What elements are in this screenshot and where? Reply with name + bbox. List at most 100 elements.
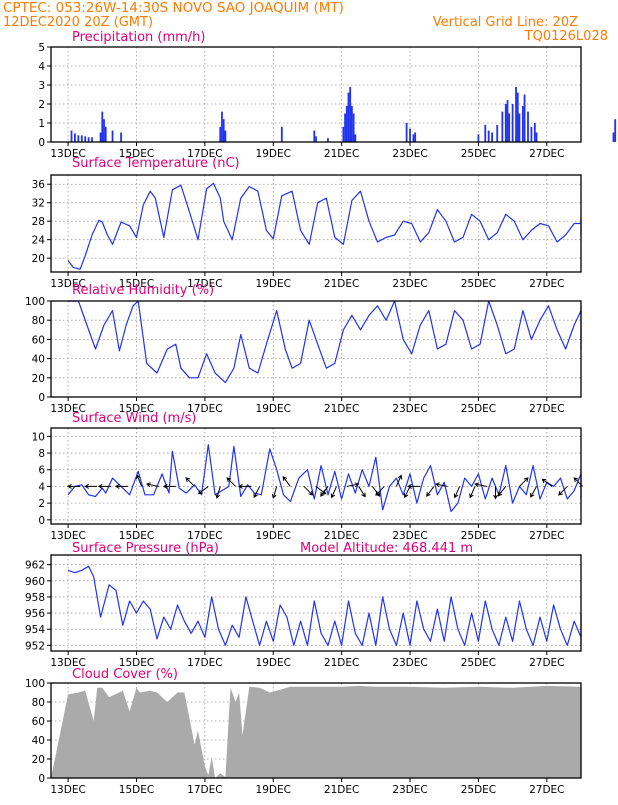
precip-bar <box>508 113 511 142</box>
precip-bar <box>477 134 480 142</box>
precip-bar <box>313 130 316 142</box>
precip-bar <box>409 128 411 142</box>
x-tick-label: 25DEC <box>461 530 496 542</box>
panel-title: Surface Temperature (nC) <box>72 156 240 171</box>
y-tick-label: 40 <box>32 354 45 366</box>
panel-6: Cloud Cover (%) 0 20 40 60 80 100 13DEC 15DEC 17D… <box>25 667 582 796</box>
precip-bar <box>222 119 225 142</box>
precip-bar <box>84 136 87 142</box>
x-tick-label: 17DEC <box>187 278 222 290</box>
panel-frame <box>50 427 582 525</box>
x-tick-label: 13DEC <box>50 403 85 415</box>
x-tick-label: 15DEC <box>119 278 154 290</box>
precip-bar <box>77 135 80 142</box>
panel-title: Surface Wind (m/s) <box>72 411 196 426</box>
wind-arrow <box>84 484 98 489</box>
wind-arrow <box>407 484 421 489</box>
x-tick-label: 23DEC <box>392 530 427 542</box>
y-tick-label: 960 <box>25 576 45 588</box>
wind-arrow <box>215 486 221 499</box>
precip-bar <box>224 130 227 142</box>
x-tick-label: 17DEC <box>187 657 222 669</box>
x-tick-label: 25DEC <box>461 148 496 160</box>
panel-5: Surface Pressure (hPa) 952 954 956 958 960 962… <box>25 541 582 669</box>
precip-bar <box>511 104 514 142</box>
x-tick-label: 17DEC <box>187 403 222 415</box>
x-tick-label: 25DEC <box>461 657 496 669</box>
wind-arrow <box>97 484 111 489</box>
x-tick-label: 17DEC <box>187 784 222 796</box>
x-tick-label: 21DEC <box>324 278 359 290</box>
y-tick-label: 20 <box>32 373 45 385</box>
wind-arrow <box>136 474 143 487</box>
precip-bar <box>70 130 73 142</box>
precip-bar <box>496 124 499 142</box>
wind-arrow <box>145 482 159 488</box>
x-tick-label: 13DEC <box>50 530 85 542</box>
x-tick-label: 23DEC <box>392 148 427 160</box>
x-tick-label: 19DEC <box>256 278 291 290</box>
x-tick-label: 27DEC <box>529 403 564 415</box>
y-tick-label: 28 <box>32 216 45 228</box>
y-tick-label: 24 <box>32 235 46 247</box>
y-tick-label: 4 <box>38 61 45 73</box>
x-tick-label: 27DEC <box>529 657 564 669</box>
precip-bar <box>347 92 350 142</box>
precip-bar <box>414 132 417 142</box>
precip-bar <box>349 86 352 142</box>
header-line1: CPTEC: 053:26W-14:30S NOVO SAO JOAQUIM (… <box>3 0 344 16</box>
y-tick-label: 2 <box>38 498 45 510</box>
wind-arrow <box>403 486 411 499</box>
precip-bar <box>612 132 615 142</box>
x-tick-label: 19DEC <box>256 657 291 669</box>
precip-bar <box>487 130 490 142</box>
wind-arrow <box>519 477 529 487</box>
precip-bar <box>280 126 283 142</box>
precip-bar <box>535 132 538 142</box>
panel-frame <box>50 554 582 652</box>
model-altitude-label: Model Altitude: 468.441 m <box>300 541 473 556</box>
x-tick-label: 23DEC <box>392 784 427 796</box>
x-tick-label: 21DEC <box>324 148 359 160</box>
precip-bar <box>99 132 102 142</box>
y-tick-label: 60 <box>32 716 45 728</box>
wind-arrow <box>469 486 476 499</box>
precip-bar <box>103 119 105 142</box>
precip-bar <box>533 123 536 142</box>
wind-arrow <box>558 486 568 496</box>
precip-bar <box>327 138 329 142</box>
series-line <box>68 300 582 384</box>
y-tick-label: 0 <box>38 773 45 785</box>
wind-arrow <box>320 486 329 497</box>
y-tick-label: 10 <box>32 431 45 443</box>
x-tick-label: 13DEC <box>50 278 85 290</box>
x-tick-label: 23DEC <box>392 657 427 669</box>
y-tick-label: 80 <box>32 315 45 327</box>
y-tick-label: 3 <box>38 80 45 92</box>
y-tick-label: 954 <box>25 624 45 636</box>
x-tick-label: 15DEC <box>119 530 154 542</box>
y-tick-label: 0 <box>38 137 45 149</box>
precip-bar <box>345 105 348 142</box>
y-tick-label: 8 <box>38 448 45 460</box>
y-tick-label: 4 <box>38 481 45 493</box>
wind-arrow <box>453 486 461 499</box>
wind-arrow <box>238 484 252 489</box>
x-tick-label: 21DEC <box>324 530 359 542</box>
x-tick-label: 27DEC <box>529 530 564 542</box>
x-tick-label: 13DEC <box>50 148 85 160</box>
precip-bar <box>354 134 357 142</box>
wind-arrow <box>474 482 488 488</box>
panel-title: Relative Humidity (%) <box>72 283 214 298</box>
x-tick-label: 13DEC <box>50 784 85 796</box>
y-tick-label: 0 <box>38 515 45 527</box>
precip-bar <box>80 135 83 142</box>
precip-bar <box>491 132 493 142</box>
precip-bar <box>87 137 90 142</box>
wind-arrow <box>541 478 553 487</box>
y-tick-label: 80 <box>32 697 45 709</box>
wind-arrow <box>271 486 278 499</box>
series-line <box>67 444 582 513</box>
y-tick-label: 5 <box>38 42 45 54</box>
x-tick-label: 19DEC <box>256 530 291 542</box>
